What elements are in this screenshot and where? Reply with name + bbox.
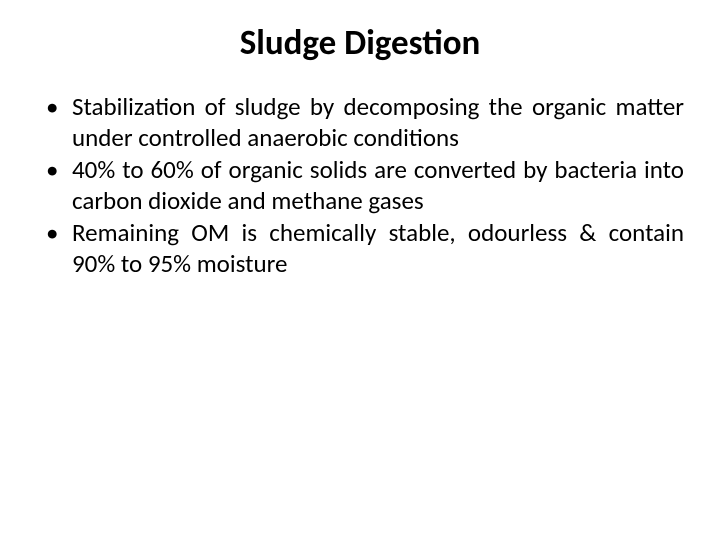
- bullet-list: Stabilization of sludge by decomposing t…: [36, 92, 684, 279]
- slide-title: Sludge Digestion: [36, 22, 684, 64]
- bullet-item: 40% to 60% of organic solids are convert…: [46, 155, 684, 216]
- bullet-item: Stabilization of sludge by decomposing t…: [46, 92, 684, 153]
- bullet-item: Remaining OM is chemically stable, odour…: [46, 218, 684, 279]
- slide-container: Sludge Digestion Stabilization of sludge…: [0, 0, 720, 540]
